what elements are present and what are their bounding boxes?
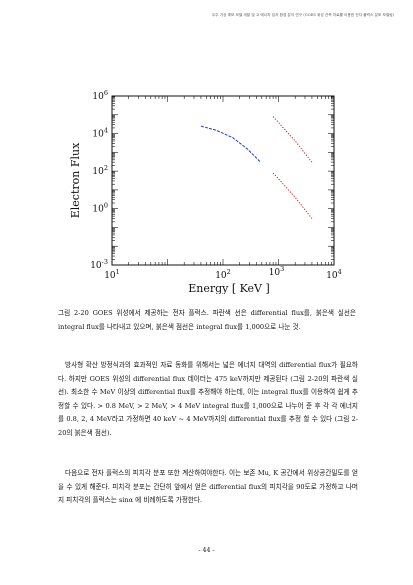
figure-caption: 그림 2-20 GOES 위성에서 제공하는 전자 플럭스. 파란색 선은 di… — [58, 309, 356, 331]
y-axis-label: Electron Flux — [69, 142, 82, 218]
electron-flux-chart: 101 102 104 103 10-3 100 102 104 106 Energy [ KeV… — [69, 89, 342, 294]
y-tick-label: 106 — [92, 89, 108, 102]
series-line-1 — [200, 125, 261, 163]
y-tick-label: 104 — [92, 127, 108, 140]
x-tick-label: 104 — [326, 268, 342, 281]
x-axis-label: Energy [ KeV ] — [188, 282, 270, 294]
x-tick-label: 103 — [269, 265, 285, 278]
x-tick-label: 101 — [104, 268, 120, 281]
plot-frame — [111, 95, 335, 266]
y-tick-label: 100 — [92, 202, 108, 215]
body-paragraph-2: 다음으로 전자 플럭스의 피치각 분포 또한 계산하여야한다. 이는 보존 Mu… — [58, 469, 358, 505]
series-line-3 — [272, 172, 313, 219]
page-number: - 44 - — [198, 547, 215, 554]
series-line-2 — [272, 116, 313, 163]
running-header: 우주 기상 예보 모델 개발 및 고 에너지 입자 환경 분석 연구 (GOES… — [211, 13, 394, 17]
y-tick-label: 10-3 — [90, 258, 108, 271]
body-paragraph-1: 방사형 확산 방정식과의 효과적인 자료 동화를 위해서는 넓은 에너지 대역의… — [58, 361, 358, 437]
y-tick-label: 102 — [92, 164, 108, 177]
x-tick-label: 102 — [215, 268, 231, 281]
